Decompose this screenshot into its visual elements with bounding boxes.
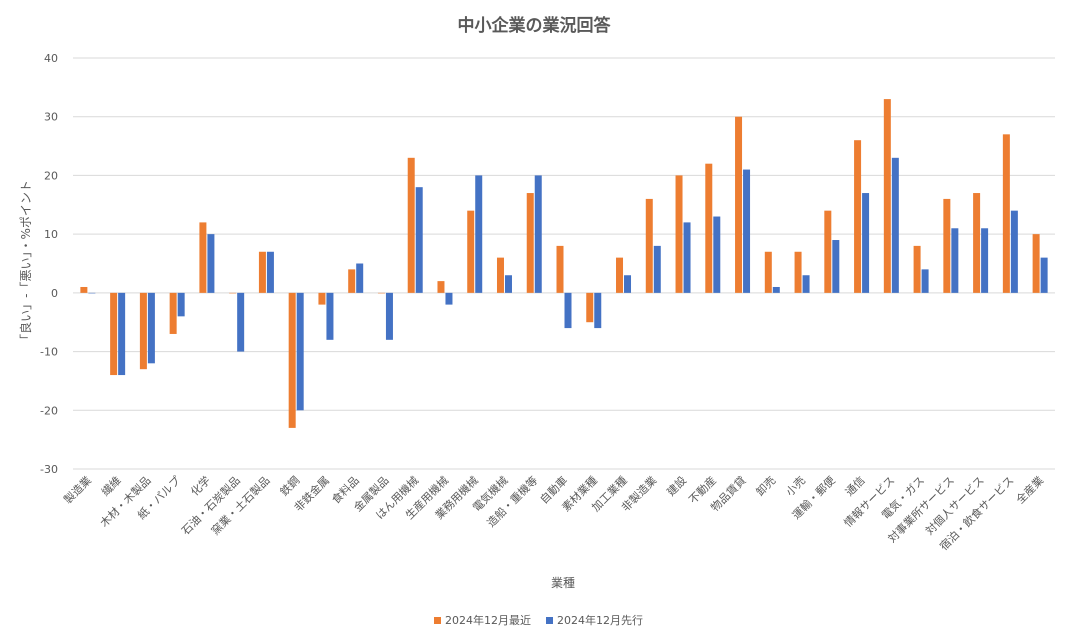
bar-forecast-32 bbox=[1040, 257, 1048, 293]
category-label: 小売 bbox=[783, 474, 808, 499]
category-label: 鉄鋼 bbox=[277, 473, 302, 498]
bar-forecast-9 bbox=[356, 263, 364, 293]
bar-recent-19 bbox=[645, 198, 653, 293]
bar-recent-26 bbox=[854, 140, 862, 293]
bar-recent-17 bbox=[586, 292, 594, 323]
bar-recent-29 bbox=[943, 198, 951, 293]
bar-recent-8 bbox=[318, 292, 326, 305]
legend-label-1: 2024年12月先行 bbox=[557, 613, 643, 627]
bar-recent-21 bbox=[705, 163, 713, 293]
bar-forecast-15 bbox=[534, 175, 542, 293]
bar-recent-24 bbox=[794, 251, 802, 293]
y-tick-label: 40 bbox=[44, 52, 58, 65]
bar-recent-7 bbox=[288, 292, 296, 428]
bar-recent-9 bbox=[348, 269, 356, 293]
bar-forecast-14 bbox=[504, 275, 512, 293]
bar-forecast-29 bbox=[951, 228, 959, 293]
bar-forecast-31 bbox=[1010, 210, 1018, 293]
bar-forecast-3 bbox=[177, 292, 185, 317]
bar-recent-32 bbox=[1032, 234, 1040, 293]
bar-recent-2 bbox=[139, 292, 147, 370]
bar-forecast-0 bbox=[88, 292, 96, 294]
bar-recent-20 bbox=[675, 175, 683, 293]
bar-forecast-25 bbox=[832, 240, 840, 293]
bar-forecast-7 bbox=[296, 292, 304, 411]
bar-forecast-26 bbox=[862, 193, 870, 293]
y-tick-label: 10 bbox=[44, 228, 58, 241]
bar-recent-6 bbox=[258, 251, 266, 293]
bar-recent-18 bbox=[616, 257, 624, 293]
category-label: 繊維 bbox=[99, 474, 124, 499]
bar-recent-14 bbox=[496, 257, 504, 293]
bar-recent-30 bbox=[973, 193, 981, 293]
category-label: 全産業 bbox=[1013, 473, 1046, 506]
category-label: 卸売 bbox=[753, 473, 778, 498]
bar-forecast-16 bbox=[564, 292, 572, 329]
bar-forecast-20 bbox=[683, 222, 691, 293]
bar-recent-25 bbox=[824, 210, 832, 293]
category-label: 通信 bbox=[843, 474, 868, 499]
bar-recent-13 bbox=[467, 210, 475, 293]
bar-forecast-6 bbox=[266, 251, 274, 293]
bar-forecast-5 bbox=[237, 292, 245, 352]
bar-recent-5 bbox=[229, 292, 237, 294]
bar-forecast-23 bbox=[772, 286, 780, 293]
category-label: 化学 bbox=[188, 473, 213, 498]
bar-forecast-4 bbox=[207, 234, 215, 293]
bar-forecast-17 bbox=[594, 292, 602, 329]
bar-forecast-1 bbox=[118, 292, 126, 376]
legend-swatch-1 bbox=[546, 617, 553, 624]
bars bbox=[80, 99, 1048, 428]
bar-recent-23 bbox=[764, 251, 772, 293]
bar-forecast-27 bbox=[891, 157, 899, 293]
bar-forecast-12 bbox=[445, 292, 453, 305]
bar-recent-12 bbox=[437, 281, 445, 293]
chart-title: 中小企業の業況回答 bbox=[458, 15, 612, 36]
y-tick-label: 30 bbox=[44, 111, 58, 124]
y-axis-label: 「良い」-「悪い」・%ポイント bbox=[18, 180, 33, 346]
bar-forecast-2 bbox=[147, 292, 155, 364]
bar-recent-27 bbox=[883, 99, 891, 293]
y-tick-label: -20 bbox=[40, 404, 58, 417]
bar-recent-15 bbox=[526, 193, 534, 293]
legend: 2024年12月最近 2024年12月先行 bbox=[434, 613, 643, 627]
bar-recent-10 bbox=[377, 292, 385, 294]
bar-forecast-30 bbox=[981, 228, 989, 293]
bar-forecast-11 bbox=[415, 187, 423, 293]
bar-forecast-24 bbox=[802, 275, 810, 293]
y-tick-label: 20 bbox=[44, 169, 58, 182]
bar-recent-16 bbox=[556, 245, 564, 293]
bar-forecast-10 bbox=[385, 292, 393, 340]
bar-recent-0 bbox=[80, 286, 88, 293]
bar-recent-11 bbox=[407, 157, 415, 293]
bar-recent-3 bbox=[169, 292, 177, 334]
bar-forecast-13 bbox=[475, 175, 483, 293]
category-label: 建設 bbox=[664, 473, 689, 498]
bar-recent-4 bbox=[199, 222, 207, 293]
y-tick-label: 0 bbox=[51, 287, 58, 300]
bar-forecast-28 bbox=[921, 269, 929, 293]
x-axis-label: 業種 bbox=[551, 576, 575, 590]
bar-recent-22 bbox=[735, 116, 743, 293]
gridlines bbox=[73, 57, 1055, 470]
legend-swatch-0 bbox=[434, 617, 441, 624]
y-tick-label: -10 bbox=[40, 346, 58, 359]
y-tick-label: -30 bbox=[40, 463, 58, 476]
y-axis-ticks: -30 -20 -10 0 10 20 30 40 bbox=[40, 52, 58, 476]
bar-recent-28 bbox=[913, 245, 921, 293]
legend-label-0: 2024年12月最近 bbox=[445, 613, 531, 627]
bar-forecast-21 bbox=[713, 216, 721, 293]
bar-recent-1 bbox=[110, 292, 118, 376]
bar-forecast-18 bbox=[624, 275, 632, 293]
bar-forecast-19 bbox=[653, 245, 661, 293]
bar-forecast-8 bbox=[326, 292, 334, 340]
category-label: 製造業 bbox=[61, 473, 94, 506]
bar-recent-31 bbox=[1002, 134, 1010, 293]
bar-forecast-22 bbox=[743, 169, 751, 293]
